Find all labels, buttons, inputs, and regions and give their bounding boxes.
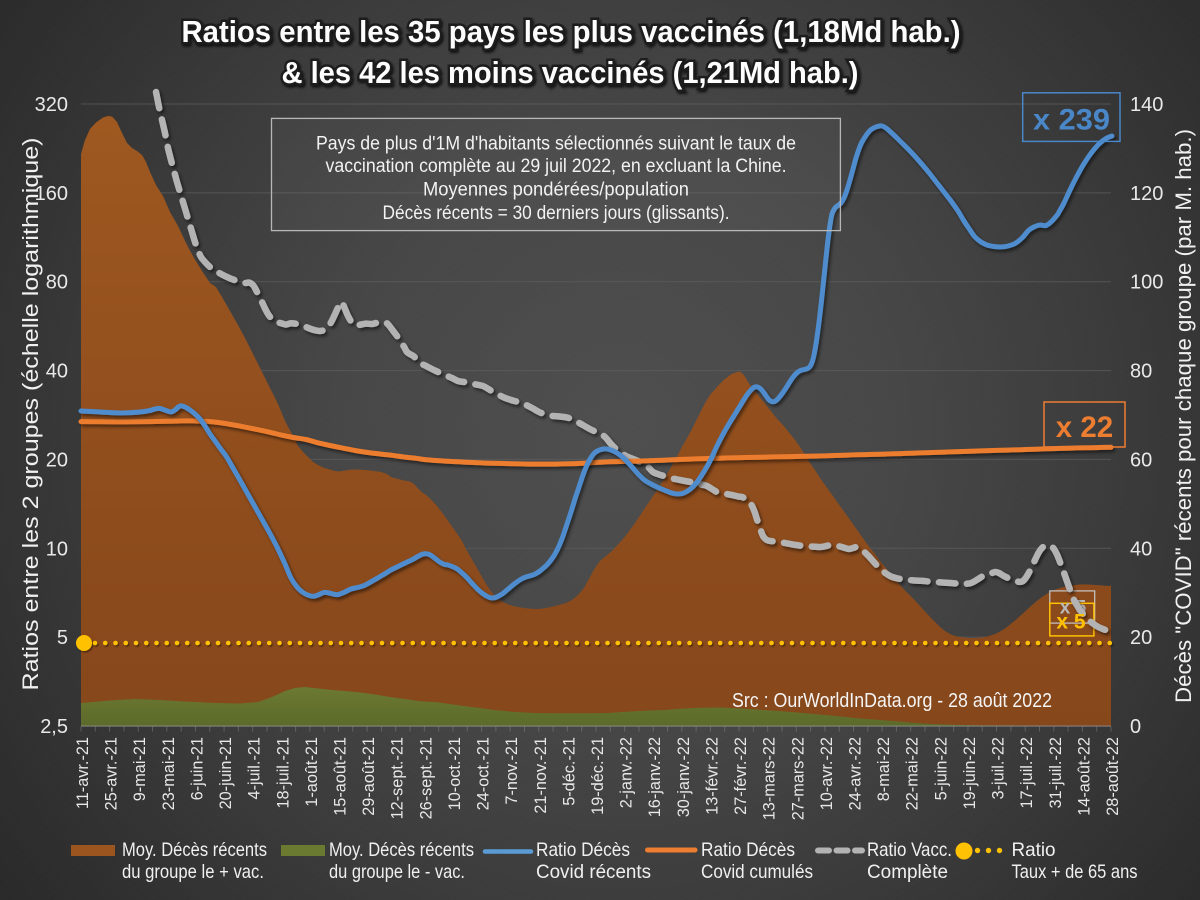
svg-text:x 5: x 5 — [1056, 611, 1086, 634]
svg-text:x 22: x 22 — [1056, 411, 1113, 444]
svg-text:10: 10 — [46, 538, 68, 560]
svg-text:2,5: 2,5 — [40, 716, 68, 738]
svg-text:60: 60 — [1130, 449, 1152, 471]
svg-text:Ratio Décès: Ratio Décès — [701, 839, 795, 861]
svg-text:11-avr.-21: 11-avr.-21 — [74, 737, 92, 809]
svg-text:24-avr.-22: 24-avr.-22 — [847, 737, 865, 810]
svg-text:& les 42 les moins vaccinés (1: & les 42 les moins vaccinés (1,21Md hab.… — [282, 55, 859, 90]
svg-text:Ratio: Ratio — [1012, 839, 1056, 861]
svg-text:vaccination complète au 29 jui: vaccination complète au 29 juil 2022, en… — [326, 156, 787, 177]
svg-text:Covid récents: Covid récents — [536, 861, 651, 883]
svg-text:Ratios entre les 2 groupes (éc: Ratios entre les 2 groupes (échelle loga… — [18, 138, 43, 691]
svg-text:Ratio Décès: Ratio Décès — [536, 839, 630, 861]
svg-text:1-août-21: 1-août-21 — [303, 737, 321, 807]
svg-text:Décès "COVID" récents pour cha: Décès "COVID" récents pour chaque groupe… — [1171, 129, 1196, 703]
svg-text:80: 80 — [46, 272, 68, 294]
svg-text:80: 80 — [1130, 361, 1152, 383]
svg-text:17-juil.-22: 17-juil.-22 — [1018, 737, 1036, 809]
svg-text:22-mai-22: 22-mai-22 — [904, 737, 922, 810]
svg-text:18-juil.-21: 18-juil.-21 — [274, 737, 292, 809]
svg-text:16-janv.-22: 16-janv.-22 — [646, 737, 664, 817]
svg-text:5: 5 — [57, 627, 68, 649]
svg-text:15-août-21: 15-août-21 — [332, 737, 350, 816]
svg-text:6-juin-21: 6-juin-21 — [188, 737, 206, 800]
svg-text:7-nov.-21: 7-nov.-21 — [503, 737, 521, 805]
svg-text:320: 320 — [35, 94, 68, 116]
svg-text:Taux + de 65 ans: Taux + de 65 ans — [1012, 861, 1138, 883]
svg-text:26-sept.-21: 26-sept.-21 — [417, 737, 435, 819]
svg-text:12-sept.-21: 12-sept.-21 — [389, 737, 407, 819]
svg-text:30-janv.-22: 30-janv.-22 — [675, 737, 693, 817]
svg-text:25-avr.-21: 25-avr.-21 — [103, 737, 121, 810]
svg-text:20: 20 — [1130, 627, 1152, 649]
svg-text:9-mai-21: 9-mai-21 — [131, 737, 149, 801]
svg-text:21-nov.-21: 21-nov.-21 — [532, 737, 550, 814]
svg-text:40: 40 — [1130, 538, 1152, 560]
svg-text:Moy. Décès récents: Moy. Décès récents — [329, 839, 474, 861]
svg-text:10-avr.-22: 10-avr.-22 — [818, 737, 836, 810]
svg-text:20-juin-21: 20-juin-21 — [217, 737, 235, 809]
svg-text:27-févr.-22: 27-févr.-22 — [732, 737, 750, 815]
svg-text:Covid cumulés: Covid cumulés — [701, 861, 813, 883]
svg-text:du groupe le - vac.: du groupe le - vac. — [329, 861, 465, 883]
svg-text:160: 160 — [35, 183, 68, 205]
svg-text:10-oct.-21: 10-oct.-21 — [446, 737, 464, 810]
svg-text:Pays de plus d'1M d'habitants: Pays de plus d'1M d'habitants sélectionn… — [316, 134, 796, 155]
svg-text:13-févr.-22: 13-févr.-22 — [703, 737, 721, 815]
svg-text:23-mai-21: 23-mai-21 — [160, 737, 178, 810]
svg-text:24-oct.-21: 24-oct.-21 — [475, 737, 493, 810]
svg-text:Décès récents = 30 derniers jo: Décès récents = 30 derniers jours (gliss… — [383, 203, 730, 224]
svg-text:140: 140 — [1130, 94, 1163, 116]
svg-text:0: 0 — [1130, 716, 1141, 738]
svg-text:5-juin-22: 5-juin-22 — [932, 737, 950, 800]
svg-text:2-janv.-22: 2-janv.-22 — [618, 737, 636, 808]
svg-text:du groupe le + vac.: du groupe le + vac. — [122, 861, 264, 883]
svg-text:5-déc.-21: 5-déc.-21 — [560, 737, 578, 806]
svg-text:x 239: x 239 — [1033, 104, 1110, 137]
svg-text:Complète: Complète — [867, 861, 948, 883]
svg-text:19-déc.-21: 19-déc.-21 — [589, 737, 607, 815]
svg-text:4-juil.-21: 4-juil.-21 — [246, 737, 264, 799]
svg-text:27-mars-22: 27-mars-22 — [789, 737, 807, 820]
svg-text:14-août-22: 14-août-22 — [1075, 737, 1093, 816]
svg-text:20: 20 — [46, 449, 68, 471]
svg-text:Src : OurWorldInData.org - 28: Src : OurWorldInData.org - 28 août 2022 — [732, 690, 1052, 712]
svg-text:Ratios entre les 35 pays les p: Ratios entre les 35 pays les plus vaccin… — [182, 14, 961, 49]
svg-text:120: 120 — [1130, 183, 1163, 205]
svg-text:8-mai-22: 8-mai-22 — [875, 737, 893, 801]
svg-text:13-mars-22: 13-mars-22 — [761, 737, 779, 820]
svg-text:29-août-21: 29-août-21 — [360, 737, 378, 816]
svg-text:31-juil.-22: 31-juil.-22 — [1047, 737, 1065, 809]
svg-text:Moy. Décès récents: Moy. Décès récents — [122, 839, 267, 861]
svg-text:Moyennes pondérées/population: Moyennes pondérées/population — [423, 180, 689, 201]
svg-text:3-juil.-22: 3-juil.-22 — [990, 737, 1008, 799]
svg-text:28-août-22: 28-août-22 — [1104, 737, 1122, 816]
svg-text:19-juin-22: 19-juin-22 — [961, 737, 979, 809]
svg-text:100: 100 — [1130, 272, 1163, 294]
svg-text:40: 40 — [46, 361, 68, 383]
svg-text:Ratio Vacc.: Ratio Vacc. — [867, 839, 952, 861]
